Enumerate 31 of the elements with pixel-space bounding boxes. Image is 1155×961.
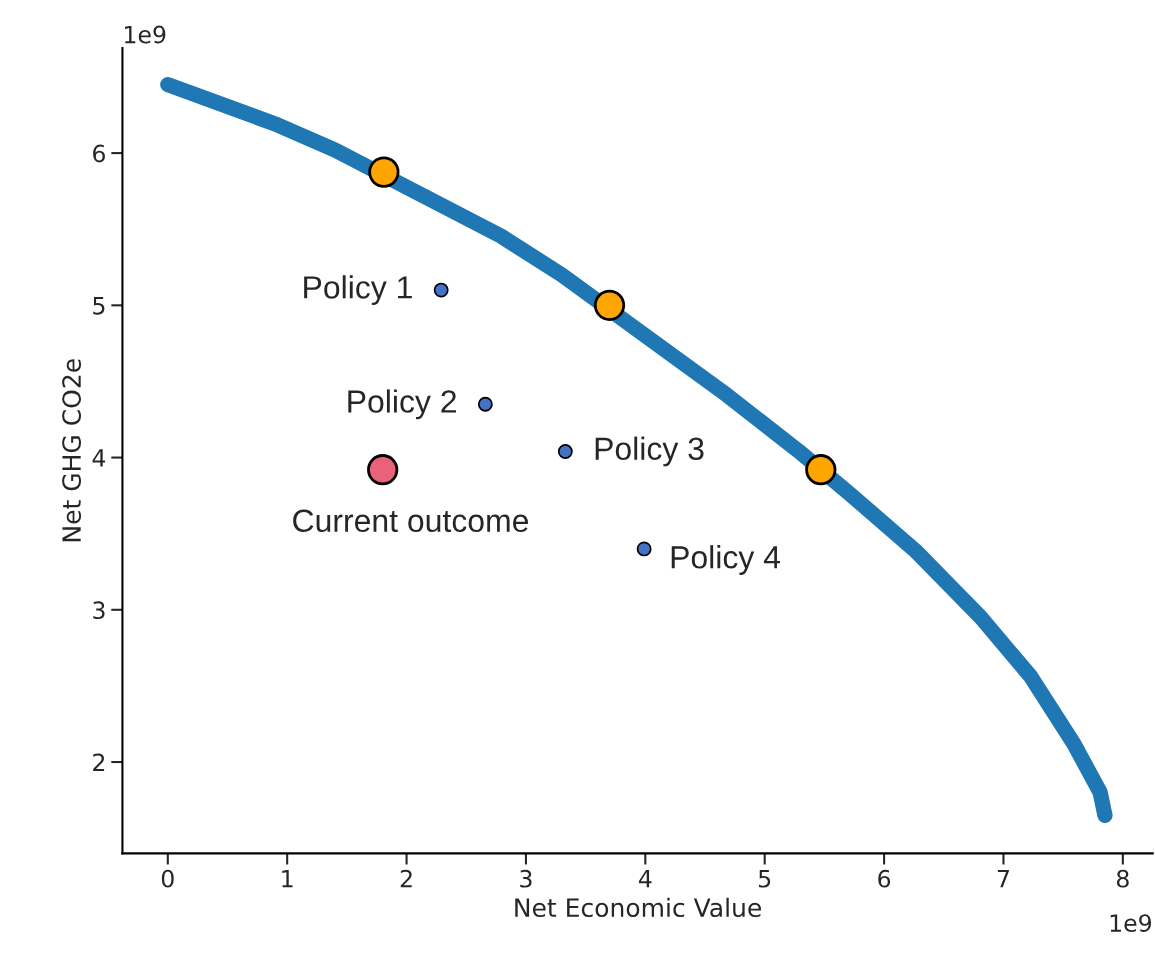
point <box>367 454 399 486</box>
annotation: Current outcome <box>293 509 529 533</box>
x-axis-title: Net Economic Value <box>515 897 761 918</box>
point <box>368 156 400 188</box>
x-tick-label: 3 <box>520 869 532 888</box>
annotation: Policy 3 <box>595 436 704 467</box>
x-tick-label: 8 <box>1116 869 1129 888</box>
x-tick-label: 7 <box>997 870 1009 888</box>
point <box>477 396 493 412</box>
x-tick-label: 5 <box>759 870 771 888</box>
point <box>593 289 626 321</box>
x-tick-label: 0 <box>161 869 174 888</box>
point <box>557 444 573 459</box>
y-tick-label: 4 <box>92 449 106 467</box>
point <box>636 541 652 557</box>
text: 1e9 <box>125 25 166 44</box>
x-tick-label: 1 <box>282 870 293 888</box>
y-axis-title: Net GHG CO2e <box>62 359 82 542</box>
point <box>805 454 837 486</box>
point <box>433 282 449 298</box>
annotation: Policy 1 <box>304 275 412 305</box>
annotation: Policy 4 <box>671 545 781 575</box>
y-tick-label: 2 <box>93 753 105 771</box>
y-tick-label: 6 <box>93 144 105 163</box>
x-tick-label: 2 <box>400 869 412 888</box>
annotation: Policy 2 <box>348 389 456 420</box>
x-tick-label: 6 <box>878 869 891 888</box>
y-tick-label: 3 <box>93 601 105 620</box>
x-tick-label: 4 <box>638 870 652 888</box>
y-tick-label: 5 <box>93 297 105 315</box>
text: 1e9 <box>1110 914 1152 933</box>
